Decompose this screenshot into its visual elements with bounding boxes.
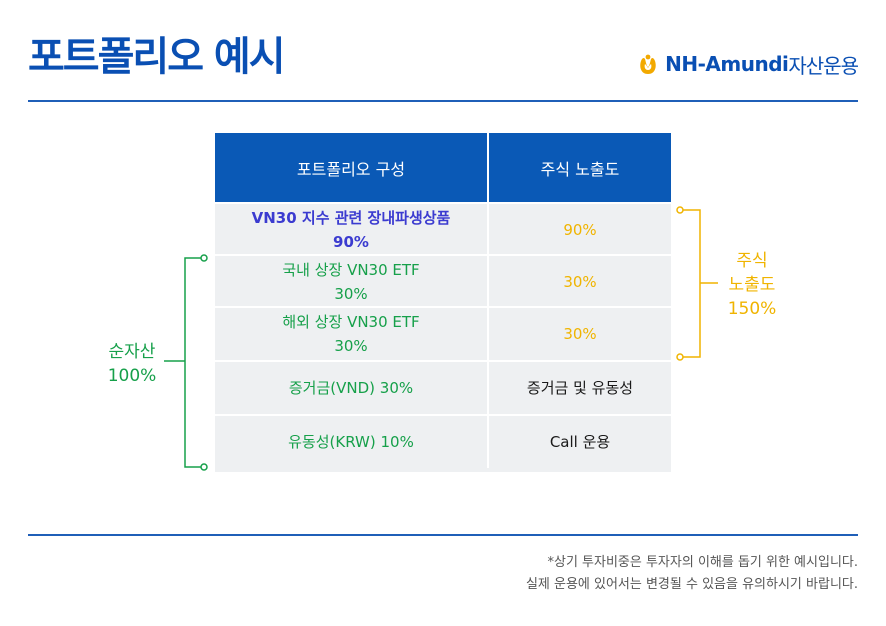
composition-weight: 90% bbox=[333, 233, 369, 251]
exposure-cell: 증거금 및 유동성 bbox=[526, 379, 634, 397]
net-assets-label: 순자산 100% bbox=[98, 340, 166, 388]
exposure-cell: 30% bbox=[563, 273, 597, 291]
footnote-line-2: 실제 운용에 있어서는 변경될 수 있음을 유의하시기 바랍니다. bbox=[525, 577, 858, 592]
net-assets-title: 순자산 bbox=[108, 342, 156, 362]
portfolio-table: 포트폴리오 구성 주식 노출도 VN30 지수 관련 장내파생상품 90% 90… bbox=[215, 133, 671, 472]
page-title: 포트폴리오 예시 bbox=[28, 34, 286, 80]
exposure-cell: 30% bbox=[563, 325, 597, 343]
table-row: 증거금(VND) 30% 증거금 및 유동성 bbox=[215, 360, 671, 414]
bottom-divider bbox=[28, 534, 858, 536]
equity-exposure-label: 주식 노출도 150% bbox=[716, 249, 788, 321]
composition-weight: 30% bbox=[334, 285, 368, 303]
brand-logo: NH-Amundi 자산운용 bbox=[637, 50, 859, 78]
equity-exposure-title-1: 주식 bbox=[736, 251, 768, 271]
equity-exposure-title-2: 노출도 bbox=[728, 275, 776, 295]
table-row: 국내 상장 VN30 ETF 30% 30% bbox=[215, 254, 671, 308]
composition-weight: 30% bbox=[334, 337, 368, 355]
top-divider bbox=[28, 100, 858, 102]
header-exposure: 주식 노출도 bbox=[540, 159, 620, 179]
equity-exposure-value: 150% bbox=[727, 299, 777, 319]
composition-text: 국내 상장 VN30 ETF bbox=[282, 261, 420, 279]
nh-logo-icon bbox=[640, 54, 656, 74]
exposure-cell: Call 운용 bbox=[549, 433, 611, 451]
composition-cell: 증거금(VND) 30% bbox=[215, 362, 489, 414]
composition-cell: VN30 지수 관련 장내파생상품 90% bbox=[215, 204, 489, 256]
logo-latin-text: NH-Amundi bbox=[665, 52, 789, 76]
table-row: 유동성(KRW) 10% Call 운용 bbox=[215, 414, 671, 468]
composition-cell: 국내 상장 VN30 ETF 30% bbox=[215, 256, 489, 308]
composition-cell: 해외 상장 VN30 ETF 30% bbox=[215, 308, 489, 360]
footnote-line-1: *상기 투자비중은 투자자의 이해를 돕기 위한 예시입니다. bbox=[547, 555, 858, 570]
footnote: *상기 투자비중은 투자자의 이해를 돕기 위한 예시입니다. 실제 운용에 있… bbox=[526, 552, 858, 596]
logo-korean-text: 자산운용 bbox=[788, 53, 859, 78]
header-composition: 포트폴리오 구성 bbox=[215, 133, 489, 202]
composition-cell: 유동성(KRW) 10% bbox=[215, 416, 489, 468]
table-row: VN30 지수 관련 장내파생상품 90% 90% bbox=[215, 202, 671, 256]
table-header: 포트폴리오 구성 주식 노출도 bbox=[215, 133, 671, 202]
right-bracket bbox=[676, 206, 718, 361]
table-row: 해외 상장 VN30 ETF 30% 30% bbox=[215, 306, 671, 360]
composition-text: VN30 지수 관련 장내파생상품 bbox=[251, 209, 451, 227]
net-assets-value: 100% bbox=[107, 366, 157, 386]
composition-text: 해외 상장 VN30 ETF bbox=[282, 313, 420, 331]
exposure-cell: 90% bbox=[563, 221, 597, 239]
left-bracket bbox=[164, 254, 208, 471]
